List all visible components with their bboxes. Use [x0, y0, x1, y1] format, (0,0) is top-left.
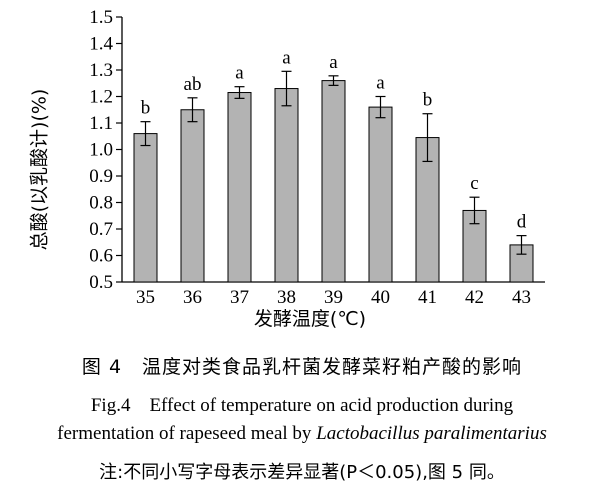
significance-label-37: a	[235, 63, 244, 84]
y-tick-label: 1.3	[89, 60, 113, 81]
significance-label-40: a	[376, 73, 385, 94]
y-tick-label: 1.0	[89, 140, 113, 161]
x-tick-label-41: 41	[418, 287, 437, 308]
significance-label-41: b	[423, 90, 433, 111]
bar-39	[321, 80, 346, 283]
bar-37	[227, 92, 252, 283]
y-tick-label: 1.4	[89, 34, 113, 55]
x-tick-label-38: 38	[277, 287, 296, 308]
caption-species-name: Lactobacillus paralimentarius	[316, 423, 547, 444]
significance-label-42: c	[470, 173, 478, 194]
x-axis-label: 发酵温度(℃)	[253, 308, 367, 330]
y-tick-label: 1.2	[89, 87, 113, 108]
figure-caption-english-line2: fermentation of rapeseed meal by Lactoba…	[0, 423, 604, 445]
bar-35	[133, 133, 158, 283]
bar-chart-figure: 0.5 0.6 0.7 0.8 0.9 1.0 1.1 1.2 1.3 1.4 1.5 b 35 ab 36…	[29, 7, 545, 330]
significance-label-36: ab	[184, 74, 202, 95]
y-tick-label: 0.9	[89, 166, 113, 187]
y-axis-label: 总酸(以乳酸计)(%)	[28, 88, 51, 251]
x-tick-label-35: 35	[136, 287, 155, 308]
y-tick-label: 1.5	[89, 7, 113, 28]
figure-note: 注:不同小写字母表示差异显著(P＜0.05),图 5 同。	[99, 462, 505, 483]
bar-38	[274, 88, 299, 283]
y-tick-label: 0.6	[89, 246, 113, 267]
bar-40	[368, 106, 393, 283]
x-tick-label-36: 36	[183, 287, 202, 308]
y-tick-label: 0.7	[89, 219, 113, 240]
significance-label-35: b	[141, 98, 151, 119]
y-axis-label-wrap: 总酸(以乳酸计)(%)	[29, 89, 51, 251]
significance-label-43: d	[517, 212, 527, 233]
x-tick-label-42: 42	[465, 287, 484, 308]
x-tick-label-40: 40	[371, 287, 390, 308]
figure-caption-english-line1: Fig.4 Effect of temperature on acid prod…	[90, 395, 514, 416]
y-tick-label: 0.5	[89, 272, 113, 293]
x-tick-label-43: 43	[512, 287, 531, 308]
figure-caption-chinese: 图 4 温度对类食品乳杆菌发酵菜籽粕产酸的影响	[81, 356, 523, 378]
bar-chart: 0.50.60.70.80.91.01.11.21.31.41.5b35ab36…	[89, 7, 545, 308]
significance-label-38: a	[282, 47, 291, 68]
caption-english-prefix: fermentation of rapeseed meal by	[57, 423, 317, 444]
x-tick-label-37: 37	[230, 287, 249, 308]
significance-label-39: a	[329, 52, 338, 73]
bar-36	[180, 109, 205, 283]
y-tick-label: 0.8	[89, 193, 113, 214]
y-tick-label: 1.1	[89, 113, 113, 134]
x-tick-label-39: 39	[324, 287, 343, 308]
